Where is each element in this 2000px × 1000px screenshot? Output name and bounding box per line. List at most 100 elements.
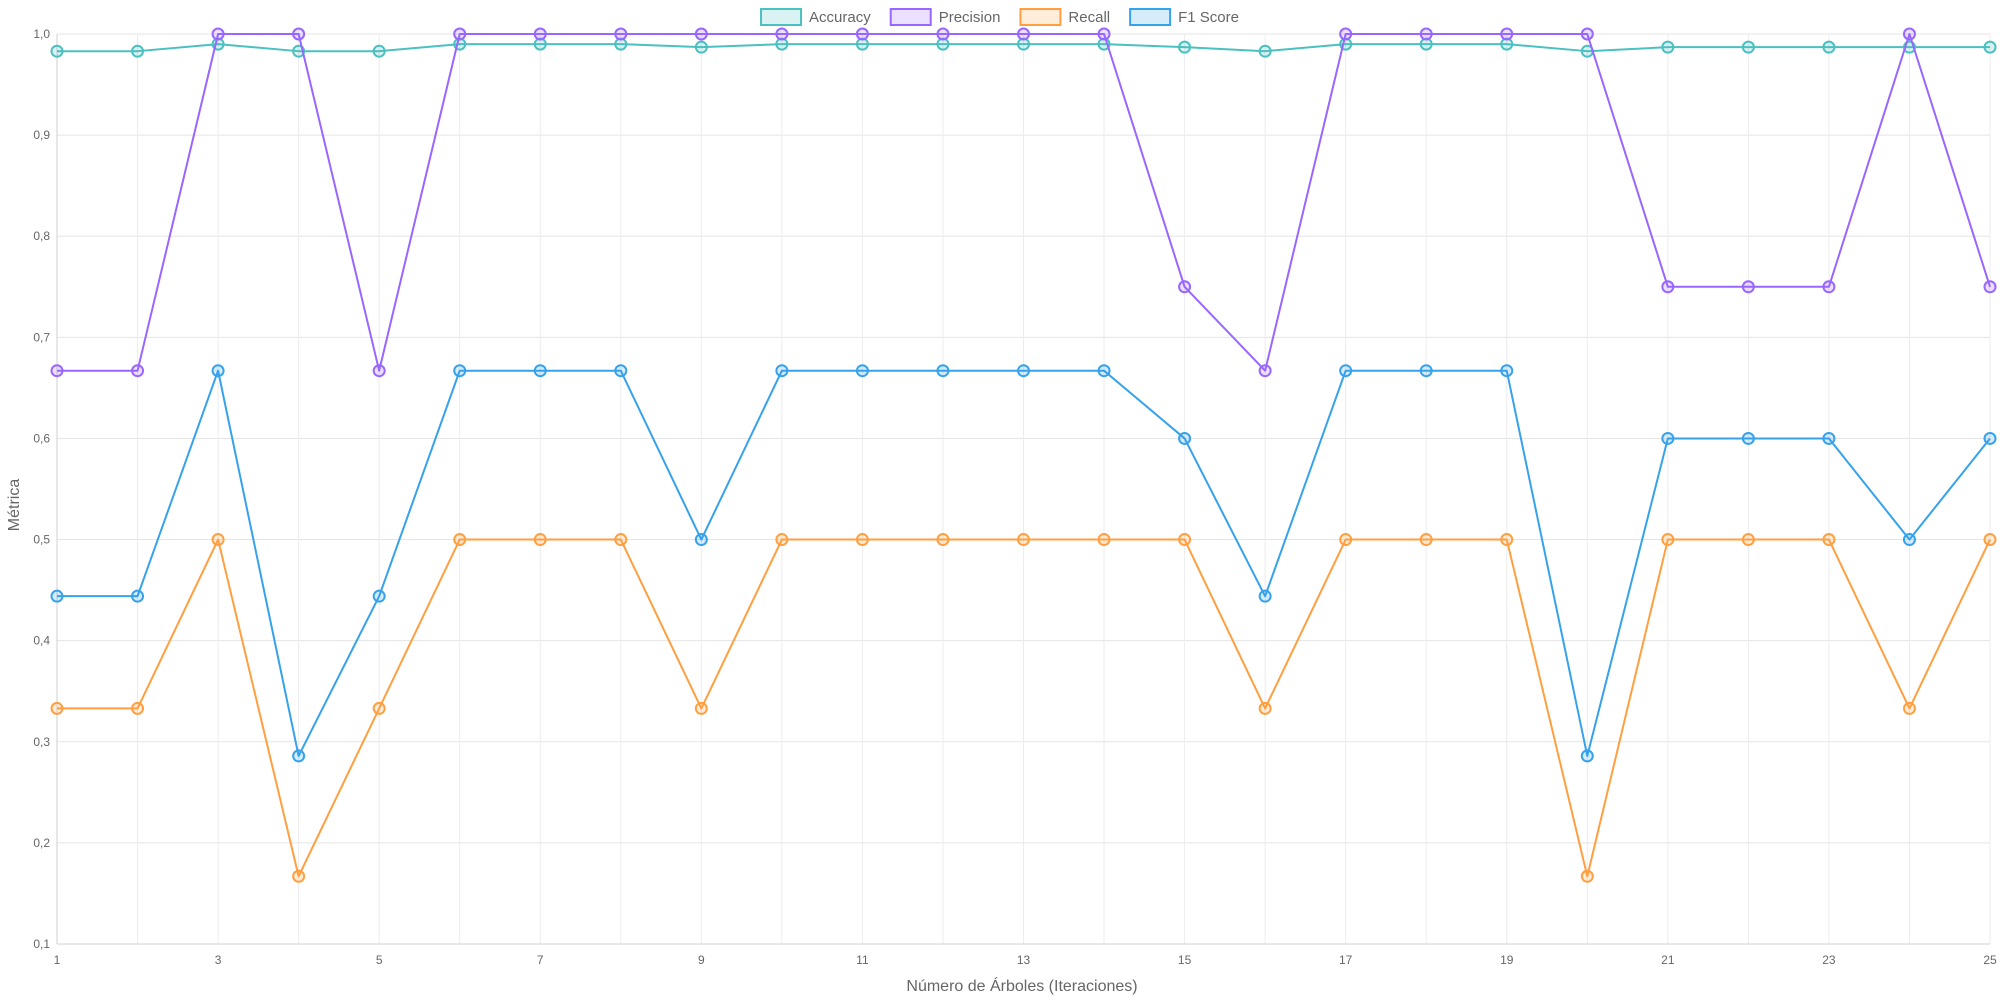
legend-item-f1-score[interactable]: F1 Score: [1129, 8, 1239, 26]
data-point[interactable]: [1983, 40, 1997, 54]
data-point[interactable]: [1580, 869, 1594, 883]
data-point[interactable]: [1017, 27, 1030, 41]
data-point[interactable]: [453, 27, 467, 41]
data-point[interactable]: [1178, 280, 1192, 294]
data-point[interactable]: [1258, 44, 1272, 58]
data-point[interactable]: [1097, 533, 1111, 547]
data-point[interactable]: [775, 364, 789, 378]
data-point[interactable]: [1661, 431, 1675, 445]
data-point[interactable]: [1902, 27, 1916, 41]
data-point[interactable]: [694, 533, 708, 547]
data-point[interactable]: [453, 364, 467, 378]
data-point[interactable]: [1661, 280, 1675, 294]
data-point[interactable]: [1500, 533, 1514, 547]
data-point[interactable]: [1419, 27, 1433, 41]
data-point[interactable]: [1902, 701, 1916, 715]
data-point[interactable]: [1661, 40, 1675, 54]
data-point[interactable]: [533, 27, 547, 41]
data-point[interactable]: [533, 533, 547, 547]
data-point[interactable]: [453, 533, 467, 547]
x-tick-label: 11: [856, 953, 869, 967]
data-point[interactable]: [50, 364, 64, 378]
data-point[interactable]: [614, 364, 628, 378]
data-point[interactable]: [211, 364, 225, 378]
data-point[interactable]: [50, 701, 64, 715]
data-point[interactable]: [694, 40, 708, 54]
x-tick-label: 13: [1017, 953, 1031, 967]
data-point[interactable]: [1097, 364, 1111, 378]
series-line: [57, 538, 1991, 878]
data-point[interactable]: [1017, 533, 1030, 547]
data-point[interactable]: [1822, 431, 1836, 445]
data-point[interactable]: [1741, 40, 1755, 54]
data-point[interactable]: [694, 27, 708, 41]
data-point[interactable]: [1178, 40, 1192, 54]
data-point[interactable]: [1500, 364, 1514, 378]
x-tick-label: 25: [1983, 953, 1997, 967]
legend-item-accuracy[interactable]: Accuracy: [760, 8, 871, 26]
data-point[interactable]: [372, 701, 386, 715]
data-point[interactable]: [614, 533, 628, 547]
data-point[interactable]: [855, 364, 869, 378]
legend-item-precision[interactable]: Precision: [889, 8, 1001, 26]
data-point[interactable]: [1500, 27, 1514, 41]
x-tick-label: 23: [1822, 953, 1836, 967]
data-point[interactable]: [372, 589, 386, 603]
data-point[interactable]: [1258, 589, 1272, 603]
data-point[interactable]: [1419, 364, 1433, 378]
data-point[interactable]: [1258, 701, 1272, 715]
legend-swatch: [760, 8, 803, 26]
data-point[interactable]: [131, 44, 145, 58]
data-point[interactable]: [936, 364, 950, 378]
data-point[interactable]: [1983, 533, 1997, 547]
data-point[interactable]: [1580, 27, 1594, 41]
legend-item-recall[interactable]: Recall: [1019, 8, 1110, 26]
data-point[interactable]: [1983, 280, 1997, 294]
data-point[interactable]: [1339, 364, 1353, 378]
data-point[interactable]: [1097, 27, 1111, 41]
x-tick-label: 15: [1178, 953, 1192, 967]
data-point[interactable]: [211, 533, 225, 547]
data-point[interactable]: [1339, 27, 1353, 41]
data-point[interactable]: [292, 749, 306, 763]
data-point[interactable]: [936, 27, 950, 41]
legend-swatch: [1129, 8, 1172, 26]
data-point[interactable]: [855, 27, 869, 41]
data-point[interactable]: [211, 27, 225, 41]
data-point[interactable]: [1339, 533, 1353, 547]
data-point[interactable]: [50, 589, 64, 603]
data-point[interactable]: [1822, 280, 1836, 294]
data-point[interactable]: [1902, 533, 1916, 547]
data-point[interactable]: [292, 869, 306, 883]
data-point[interactable]: [131, 701, 145, 715]
data-point[interactable]: [1983, 431, 1997, 445]
data-point[interactable]: [936, 533, 950, 547]
data-point[interactable]: [775, 533, 789, 547]
data-point[interactable]: [1822, 533, 1836, 547]
series-precision: [50, 27, 1997, 378]
data-point[interactable]: [614, 27, 628, 41]
data-point[interactable]: [1580, 749, 1594, 763]
data-point[interactable]: [1741, 533, 1755, 547]
data-point[interactable]: [131, 589, 145, 603]
data-point[interactable]: [50, 44, 64, 58]
y-tick-label: 0,6: [33, 431, 50, 445]
data-point[interactable]: [533, 364, 547, 378]
data-point[interactable]: [1258, 364, 1272, 378]
data-point[interactable]: [775, 27, 789, 41]
data-point[interactable]: [372, 364, 386, 378]
data-point[interactable]: [372, 44, 386, 58]
data-point[interactable]: [694, 701, 708, 715]
data-point[interactable]: [1661, 533, 1675, 547]
legend-label: F1 Score: [1178, 9, 1239, 26]
data-point[interactable]: [1822, 40, 1836, 54]
data-point[interactable]: [292, 27, 306, 41]
data-point[interactable]: [131, 364, 145, 378]
data-point[interactable]: [1741, 431, 1755, 445]
data-point[interactable]: [1178, 431, 1192, 445]
data-point[interactable]: [1017, 364, 1030, 378]
data-point[interactable]: [1741, 280, 1755, 294]
data-point[interactable]: [1178, 533, 1192, 547]
data-point[interactable]: [1419, 533, 1433, 547]
data-point[interactable]: [855, 533, 869, 547]
